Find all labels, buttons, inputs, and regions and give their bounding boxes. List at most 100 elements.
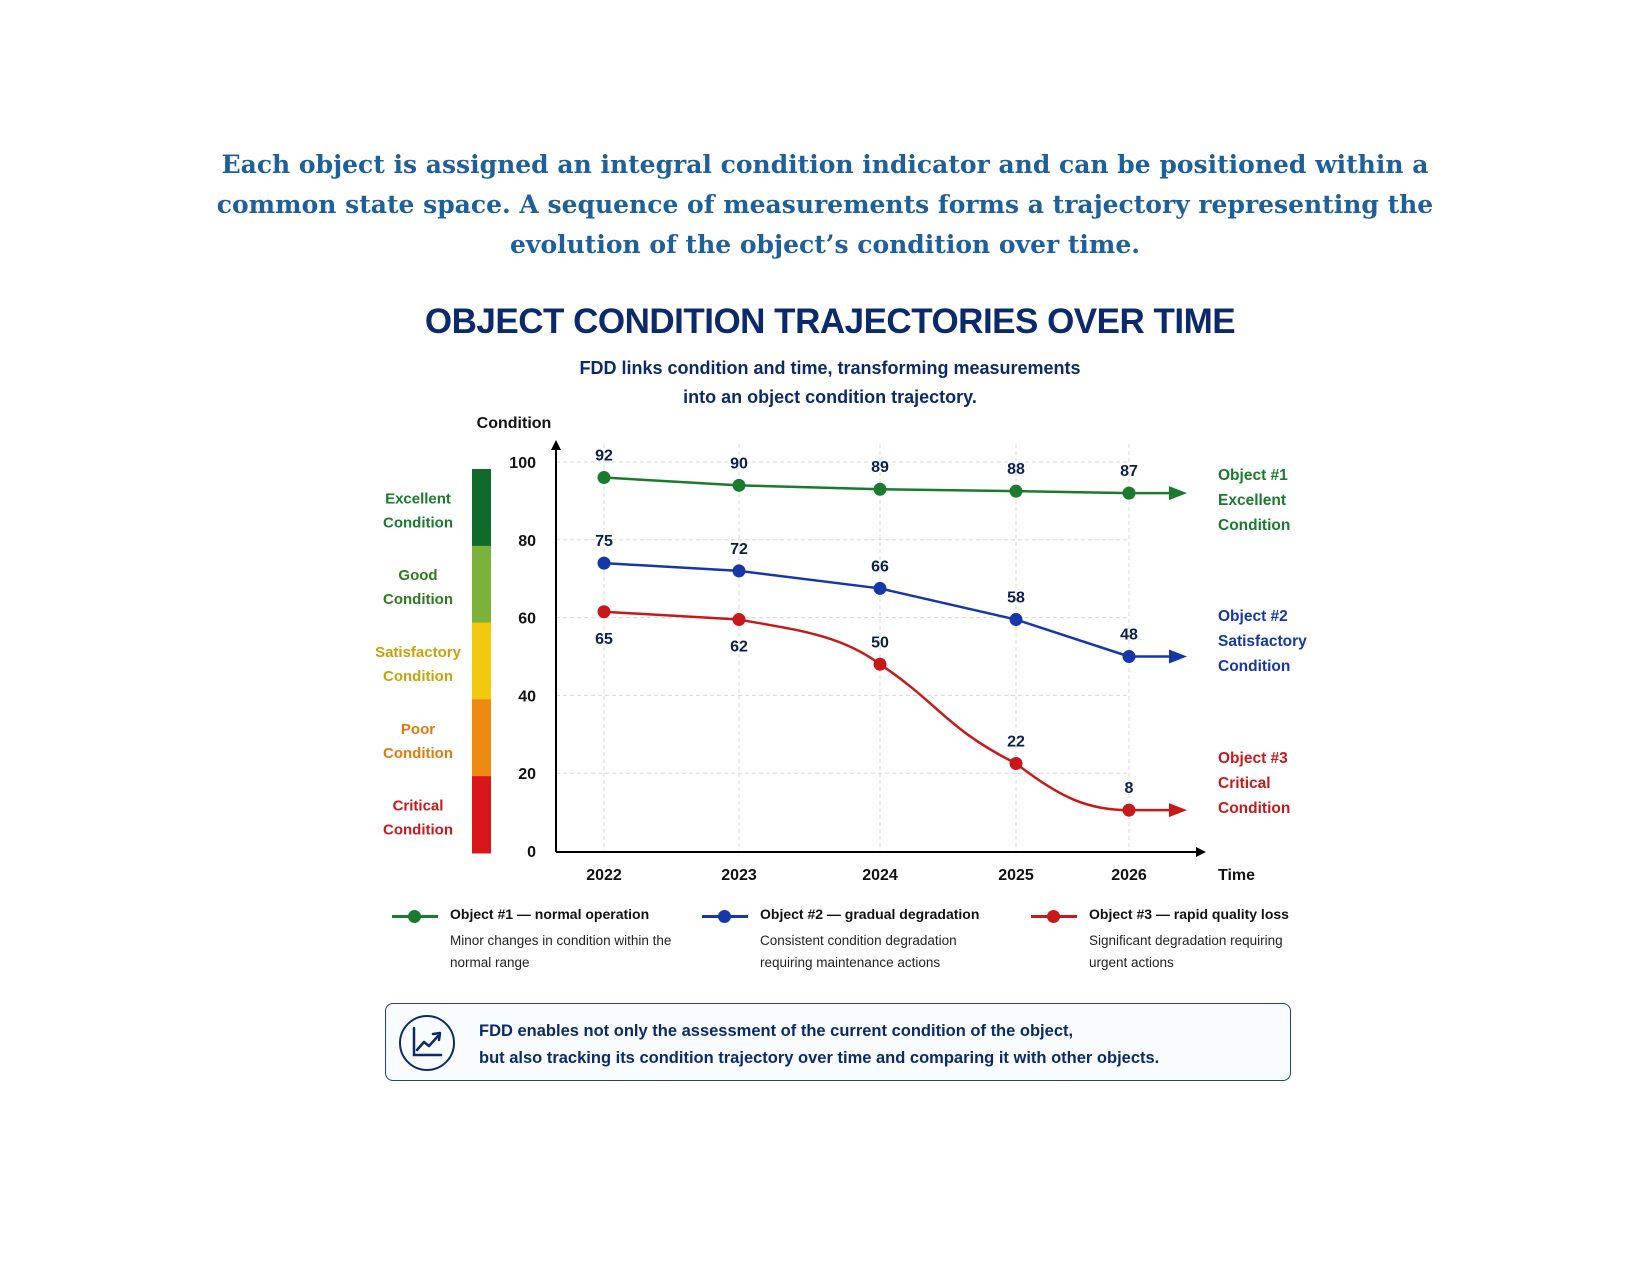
data-label: 89 xyxy=(871,459,889,476)
series-line xyxy=(603,476,1130,495)
grid-lines xyxy=(556,444,1130,851)
series-status-label: Critical xyxy=(1218,775,1271,792)
data-label: 72 xyxy=(730,541,748,558)
data-point xyxy=(597,605,611,619)
series-status-label: Condition xyxy=(1218,658,1290,675)
series-arrowhead xyxy=(1169,803,1187,818)
y-tick-label: 20 xyxy=(518,766,536,783)
note-line-2: but also tracking its condition trajecto… xyxy=(479,1049,1160,1067)
data-label: 66 xyxy=(871,558,889,575)
data-point xyxy=(1009,484,1023,498)
series-status-label: Condition xyxy=(1218,800,1290,817)
condition-band-label: Condition xyxy=(383,591,453,608)
data-label: 22 xyxy=(1007,733,1025,750)
condition-band xyxy=(472,622,491,700)
x-tick-label: 2026 xyxy=(1111,867,1147,884)
data-label: 62 xyxy=(730,639,748,656)
y-tick-label: 40 xyxy=(518,688,536,705)
condition-band-label: Satisfactory xyxy=(375,644,462,661)
condition-band-label: Critical xyxy=(393,798,444,815)
data-point xyxy=(732,478,746,492)
series-line xyxy=(603,561,1130,658)
tick-labels: 0 20 40 60 80 100 2022 2023 2024 2025 2026 xyxy=(509,455,1147,884)
data-label: 8 xyxy=(1125,780,1134,797)
y-axis-label: Condition xyxy=(477,415,552,432)
legend-title: Object #3 — rapid quality loss xyxy=(1089,906,1289,922)
data-label: 65 xyxy=(595,631,613,648)
data-label: 58 xyxy=(1007,590,1025,607)
y-tick-label: 100 xyxy=(509,455,536,472)
x-tick-label: 2025 xyxy=(998,867,1034,884)
y-tick-label: 0 xyxy=(527,844,536,861)
data-point xyxy=(597,471,611,485)
data-point xyxy=(873,482,887,496)
data-label: 90 xyxy=(730,455,748,472)
data-label: 88 xyxy=(1007,461,1025,478)
data-point xyxy=(1122,650,1136,663)
x-tick-label: 2022 xyxy=(586,867,622,884)
data-label: 87 xyxy=(1120,463,1138,480)
data-label: 75 xyxy=(595,533,613,550)
condition-scale: Excellent Condition Good Condition Satisfact… xyxy=(375,469,491,854)
trend-chart-icon xyxy=(399,1015,455,1071)
legend-description: Significant degradation requiring urgent… xyxy=(1089,933,1283,970)
chart-title: OBJECT CONDITION TRAJECTORIES OVER TIME xyxy=(424,302,1236,341)
data-point xyxy=(1009,756,1023,770)
condition-band-label: Condition xyxy=(383,745,453,762)
note-text: FDD enables not only the assessment of t… xyxy=(479,1018,1279,1072)
legend-title: Object #2 — gradual degradation xyxy=(760,906,980,922)
series-name-label: Object #3 xyxy=(1218,750,1288,767)
data-point xyxy=(873,581,887,595)
intro-paragraph: Each object is assigned an integral cond… xyxy=(216,150,1434,259)
chart-subtitle-line-1: FDD links condition and time, transformi… xyxy=(579,358,1081,378)
condition-band-label: Condition xyxy=(383,822,453,839)
condition-band-label: Poor xyxy=(401,721,435,738)
legend-description: Consistent condition degradation requiri… xyxy=(760,933,957,970)
series-name-label: Object #1 xyxy=(1218,467,1288,484)
condition-band xyxy=(472,545,491,624)
data-point xyxy=(732,613,746,627)
series-2: 75 72 66 58 48 Object #2 Satisfactory Condition xyxy=(595,533,1307,675)
condition-band-label: Condition xyxy=(383,514,453,531)
x-tick-label: 2024 xyxy=(862,867,898,884)
axes: Condition Time xyxy=(477,415,1255,884)
series-status-label: Excellent xyxy=(1218,492,1286,509)
x-axis-label: Time xyxy=(1218,867,1255,884)
legend-title: Object #1 — normal operation xyxy=(450,906,650,922)
condition-band xyxy=(472,699,491,777)
info-note: FDD enables not only the assessment of t… xyxy=(385,1003,1291,1081)
series-arrowhead xyxy=(1169,486,1187,501)
chart-subtitle-line-2: into an object condition trajectory. xyxy=(683,387,977,407)
data-point xyxy=(1009,613,1023,627)
series-name-label: Object #2 xyxy=(1218,608,1288,625)
data-point xyxy=(1122,803,1136,817)
y-tick-label: 80 xyxy=(518,533,536,550)
x-tick-label: 2023 xyxy=(721,867,757,884)
legend-dot-swatch xyxy=(1047,910,1060,923)
series-status-label: Satisfactory xyxy=(1218,633,1307,650)
data-point xyxy=(597,556,611,570)
condition-band-label: Excellent xyxy=(385,490,451,507)
series-1: 92 90 89 88 87 Object #1 Excellent Condition xyxy=(595,448,1290,534)
condition-band-label: Good xyxy=(398,567,437,584)
legend-description: Minor changes in condition within the no… xyxy=(450,933,672,970)
series-status-label: Condition xyxy=(1218,517,1290,534)
legend-dot-swatch xyxy=(718,910,731,923)
data-point xyxy=(873,657,887,671)
note-line-1: FDD enables not only the assessment of t… xyxy=(479,1022,1074,1040)
condition-band xyxy=(472,469,491,547)
series-line xyxy=(603,610,1130,812)
data-point xyxy=(732,564,746,578)
data-label: 92 xyxy=(595,448,613,465)
data-label: 50 xyxy=(871,634,889,651)
condition-band xyxy=(472,776,491,854)
data-point xyxy=(1122,486,1136,500)
y-tick-label: 60 xyxy=(518,611,536,628)
data-label: 48 xyxy=(1120,627,1138,644)
legend-dot-swatch xyxy=(408,910,421,923)
chart-subtitle: FDD links condition and time, transformi… xyxy=(530,354,1130,412)
series-3: 65 62 50 22 8 Object #3 Critical Condition xyxy=(595,605,1290,818)
condition-band-label: Condition xyxy=(383,668,453,685)
